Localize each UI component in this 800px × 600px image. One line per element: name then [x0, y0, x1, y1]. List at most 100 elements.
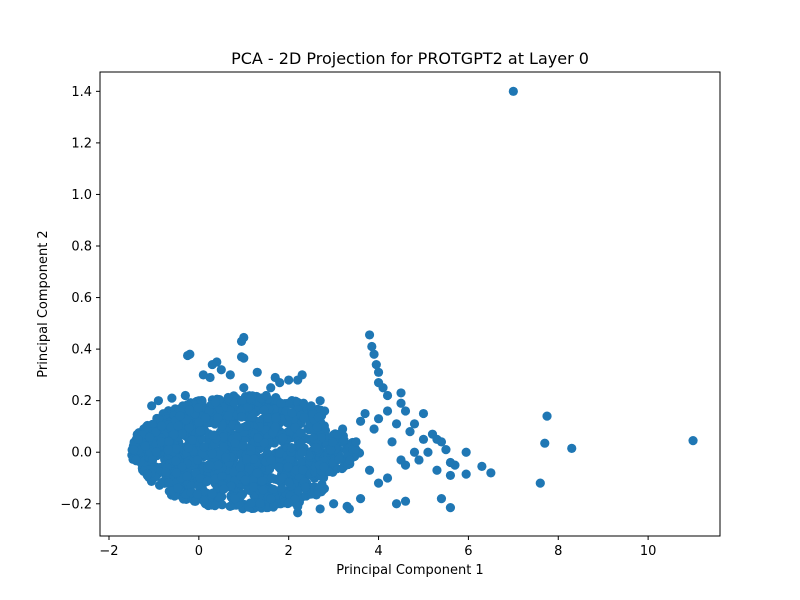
scatter-point — [269, 501, 279, 511]
scatter-point — [266, 383, 276, 393]
scatter-point — [291, 465, 301, 475]
scatter-point — [293, 508, 303, 518]
scatter-point — [445, 503, 456, 513]
scatter-point — [169, 429, 179, 440]
scatter-point — [193, 455, 203, 465]
scatter-point — [171, 456, 181, 466]
scatter-point — [345, 455, 355, 465]
scatter-point — [129, 445, 139, 455]
scatter-point — [230, 494, 240, 504]
scatter-point — [535, 478, 545, 488]
scatter-point — [235, 462, 245, 472]
scatter-point — [396, 455, 406, 465]
scatter-point — [436, 494, 447, 504]
scatter-point — [163, 477, 174, 488]
y-tick-label: 0.4 — [71, 343, 92, 358]
scatter-point — [248, 454, 259, 464]
scatter-point — [486, 468, 496, 478]
scatter-point — [405, 427, 415, 437]
scatter-point — [173, 421, 183, 431]
scatter-point — [355, 416, 366, 426]
scatter-point — [266, 455, 276, 465]
scatter-point — [396, 388, 406, 398]
x-tick-label: 10 — [640, 544, 657, 559]
scatter-point — [369, 424, 379, 434]
scatter-point — [183, 443, 194, 453]
scatter-point — [153, 396, 164, 406]
scatter-point — [192, 489, 202, 499]
scatter-point — [270, 422, 280, 432]
scatter-point — [284, 478, 294, 488]
scatter-point — [367, 341, 377, 352]
scatter-point — [163, 445, 173, 455]
scatter-point — [373, 414, 384, 424]
scatter-point — [210, 501, 220, 511]
x-tick-label: 0 — [195, 544, 203, 559]
scatter-point — [259, 405, 269, 416]
scatter-point — [228, 467, 239, 477]
scatter-point — [369, 349, 379, 359]
points-layer — [127, 86, 698, 518]
scatter-point — [242, 454, 252, 464]
scatter-point — [432, 465, 442, 475]
scatter-point — [427, 429, 438, 439]
scatter-point — [239, 332, 249, 343]
scatter-point — [184, 405, 195, 415]
scatter-point — [207, 488, 217, 499]
scatter-point — [173, 483, 183, 493]
scatter-point — [396, 398, 406, 408]
scatter-point — [319, 462, 329, 472]
scatter-point — [540, 438, 550, 448]
scatter-point — [293, 486, 304, 496]
scatter-point — [285, 454, 295, 464]
scatter-point — [177, 462, 187, 472]
scatter-point — [312, 422, 322, 432]
scatter-point — [441, 445, 451, 455]
scatter-point — [148, 454, 158, 464]
scatter-point — [283, 498, 294, 508]
scatter-point — [186, 481, 196, 491]
scatter-point — [445, 457, 456, 468]
scatter-point — [300, 482, 311, 492]
scatter-point — [252, 367, 262, 377]
scatter-point — [287, 408, 297, 418]
scatter-point — [142, 469, 153, 479]
scatter-point — [274, 462, 284, 472]
scatter-point — [208, 430, 218, 440]
scatter-point — [223, 411, 233, 421]
scatter-point — [283, 398, 293, 408]
scatter-point — [461, 469, 471, 479]
scatter-point — [339, 435, 349, 445]
scatter-point — [194, 417, 204, 427]
scatter-point — [182, 471, 192, 481]
scatter-point — [418, 408, 429, 419]
scatter-point — [259, 438, 269, 448]
scatter-point — [151, 447, 161, 457]
scatter-point — [131, 455, 141, 465]
scatter-point — [567, 443, 577, 453]
scatter-point — [213, 413, 223, 423]
scatter-point — [508, 86, 518, 96]
scatter-point — [355, 494, 366, 504]
scatter-point — [210, 397, 221, 407]
scatter-point — [248, 482, 259, 492]
scatter-point — [225, 370, 235, 380]
scatter-point — [382, 473, 393, 483]
x-axis: −2 0 2 4 6 8 10 — [99, 536, 656, 559]
scatter-point — [239, 353, 249, 363]
scatter-point — [391, 419, 402, 429]
scatter-point — [183, 350, 193, 361]
scatter-point — [276, 398, 286, 408]
y-tick-label: −0.2 — [60, 497, 92, 512]
scatter-point — [175, 411, 185, 421]
scatter-point — [283, 462, 293, 472]
scatter-point — [313, 412, 324, 422]
x-tick-label: −2 — [99, 544, 118, 559]
y-tick-label: 0.2 — [71, 394, 92, 409]
x-tick-label: 2 — [285, 544, 293, 559]
scatter-point — [144, 432, 155, 442]
x-tick-label: 8 — [554, 544, 562, 559]
scatter-point — [445, 470, 456, 481]
scatter-point — [166, 422, 176, 432]
scatter-point — [299, 413, 309, 423]
